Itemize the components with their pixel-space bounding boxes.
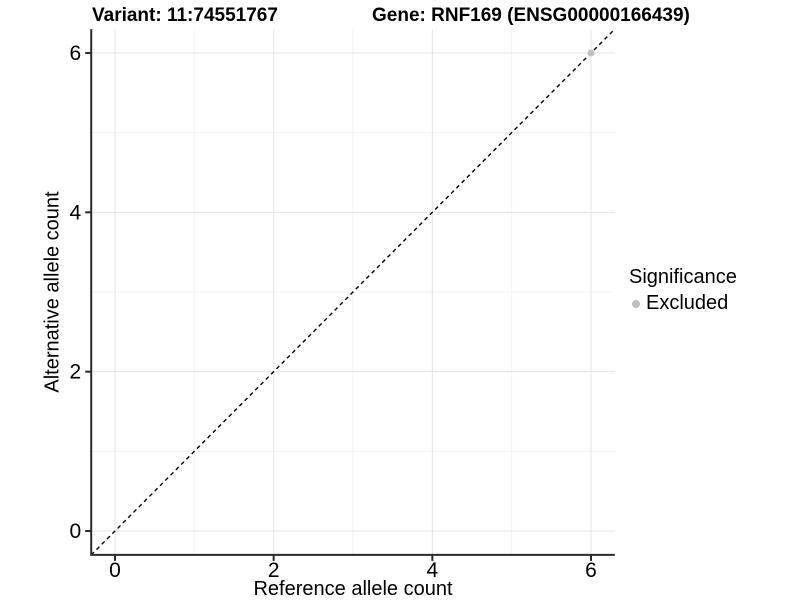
y-axis-title: Alternative allele count [41, 191, 64, 393]
legend-title: Significance [629, 266, 737, 288]
excluded-point-icon [632, 299, 640, 308]
y-tick-label: 0 [70, 520, 82, 543]
legend: Significance Excluded [629, 266, 737, 315]
identity-line [90, 28, 616, 556]
gene-title: Gene: RNF169 (ENSG00000166439) [372, 5, 690, 26]
x-tick-label: 2 [268, 559, 280, 582]
legend-entry-excluded: Excluded [629, 292, 737, 315]
x-tick-label: 0 [109, 559, 121, 582]
y-tick-label: 6 [70, 42, 82, 65]
legend-entry-label: Excluded [646, 292, 729, 314]
x-tick-label: 4 [426, 559, 438, 582]
x-axis-title: Reference allele count [253, 578, 453, 600]
axis-lines [90, 29, 615, 556]
y-tick-label: 2 [70, 361, 82, 384]
y-tick-label: 4 [70, 201, 82, 224]
variant-title: Variant: 11:74551767 [92, 5, 278, 26]
x-tick-label: 6 [585, 559, 597, 582]
data-point-excluded [587, 49, 595, 57]
